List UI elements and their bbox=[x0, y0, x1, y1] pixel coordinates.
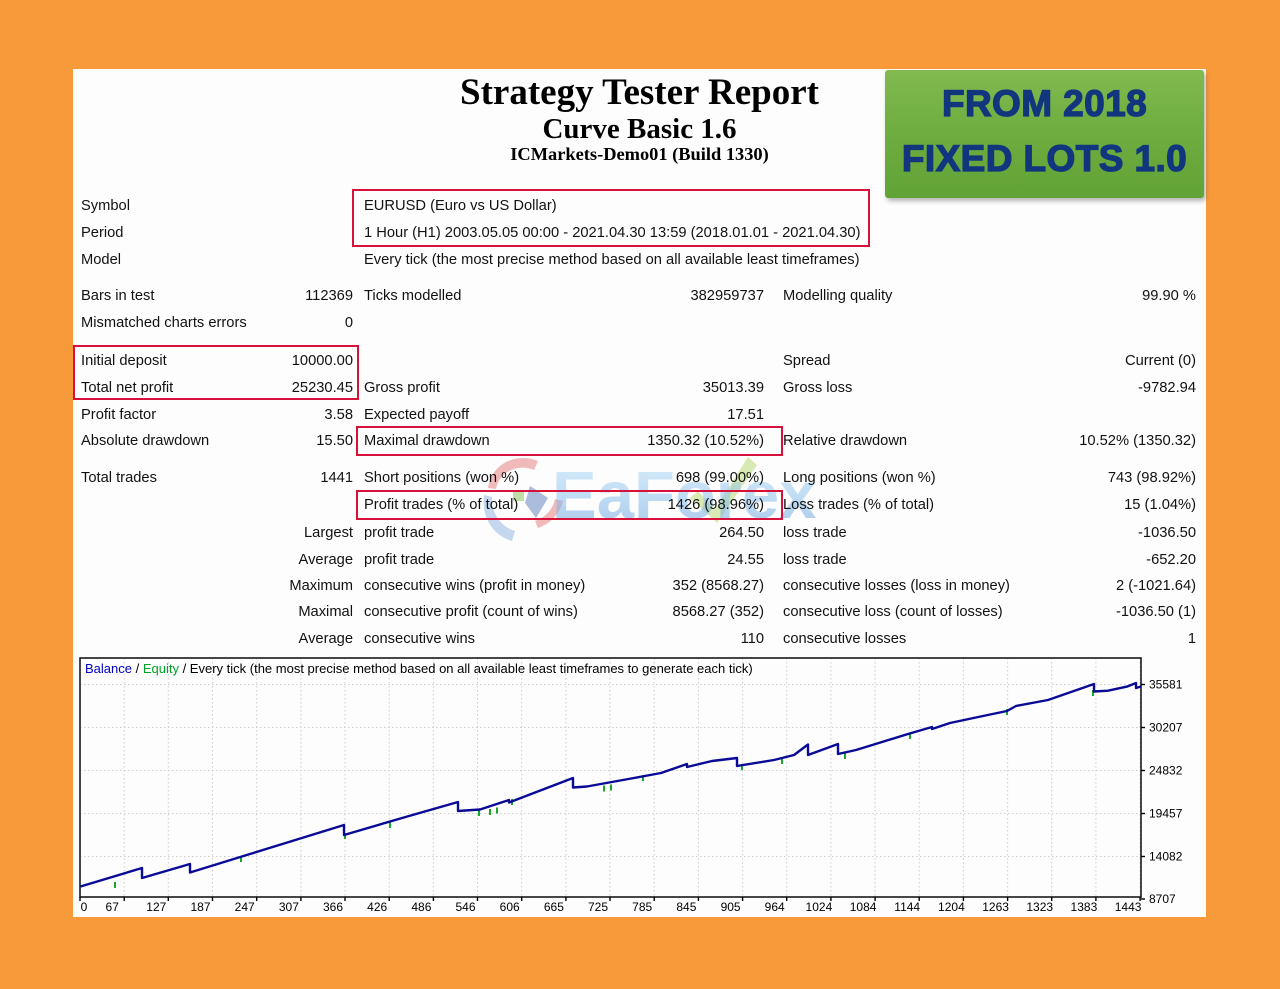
svg-text:845: 845 bbox=[676, 900, 696, 914]
svg-text:8707: 8707 bbox=[1149, 892, 1176, 906]
svg-text:24832: 24832 bbox=[1149, 764, 1183, 778]
svg-text:1443: 1443 bbox=[1115, 900, 1142, 914]
svg-text:187: 187 bbox=[190, 900, 210, 914]
svg-text:1084: 1084 bbox=[850, 900, 877, 914]
svg-text:366: 366 bbox=[323, 900, 343, 914]
svg-text:725: 725 bbox=[588, 900, 608, 914]
svg-text:1323: 1323 bbox=[1026, 900, 1053, 914]
svg-text:0: 0 bbox=[81, 900, 88, 914]
svg-text:67: 67 bbox=[106, 900, 120, 914]
svg-text:14082: 14082 bbox=[1149, 850, 1183, 864]
svg-text:127: 127 bbox=[146, 900, 166, 914]
svg-text:1383: 1383 bbox=[1071, 900, 1098, 914]
svg-text:1024: 1024 bbox=[806, 900, 833, 914]
svg-text:247: 247 bbox=[235, 900, 255, 914]
svg-text:785: 785 bbox=[632, 900, 652, 914]
svg-text:19457: 19457 bbox=[1149, 807, 1183, 821]
svg-text:Balance / Equity / Every tick: Balance / Equity / Every tick (the most … bbox=[85, 661, 753, 676]
svg-text:30207: 30207 bbox=[1149, 721, 1183, 735]
svg-text:546: 546 bbox=[455, 900, 475, 914]
svg-text:1204: 1204 bbox=[938, 900, 965, 914]
svg-text:486: 486 bbox=[411, 900, 431, 914]
svg-text:1144: 1144 bbox=[894, 900, 920, 914]
svg-text:665: 665 bbox=[544, 900, 564, 914]
svg-text:307: 307 bbox=[279, 900, 299, 914]
svg-text:905: 905 bbox=[721, 900, 741, 914]
svg-text:1263: 1263 bbox=[982, 900, 1009, 914]
svg-text:606: 606 bbox=[500, 900, 520, 914]
svg-text:964: 964 bbox=[765, 900, 785, 914]
svg-text:35581: 35581 bbox=[1149, 678, 1183, 692]
svg-text:426: 426 bbox=[367, 900, 387, 914]
svg-text:EaForex: EaForex bbox=[552, 458, 816, 533]
